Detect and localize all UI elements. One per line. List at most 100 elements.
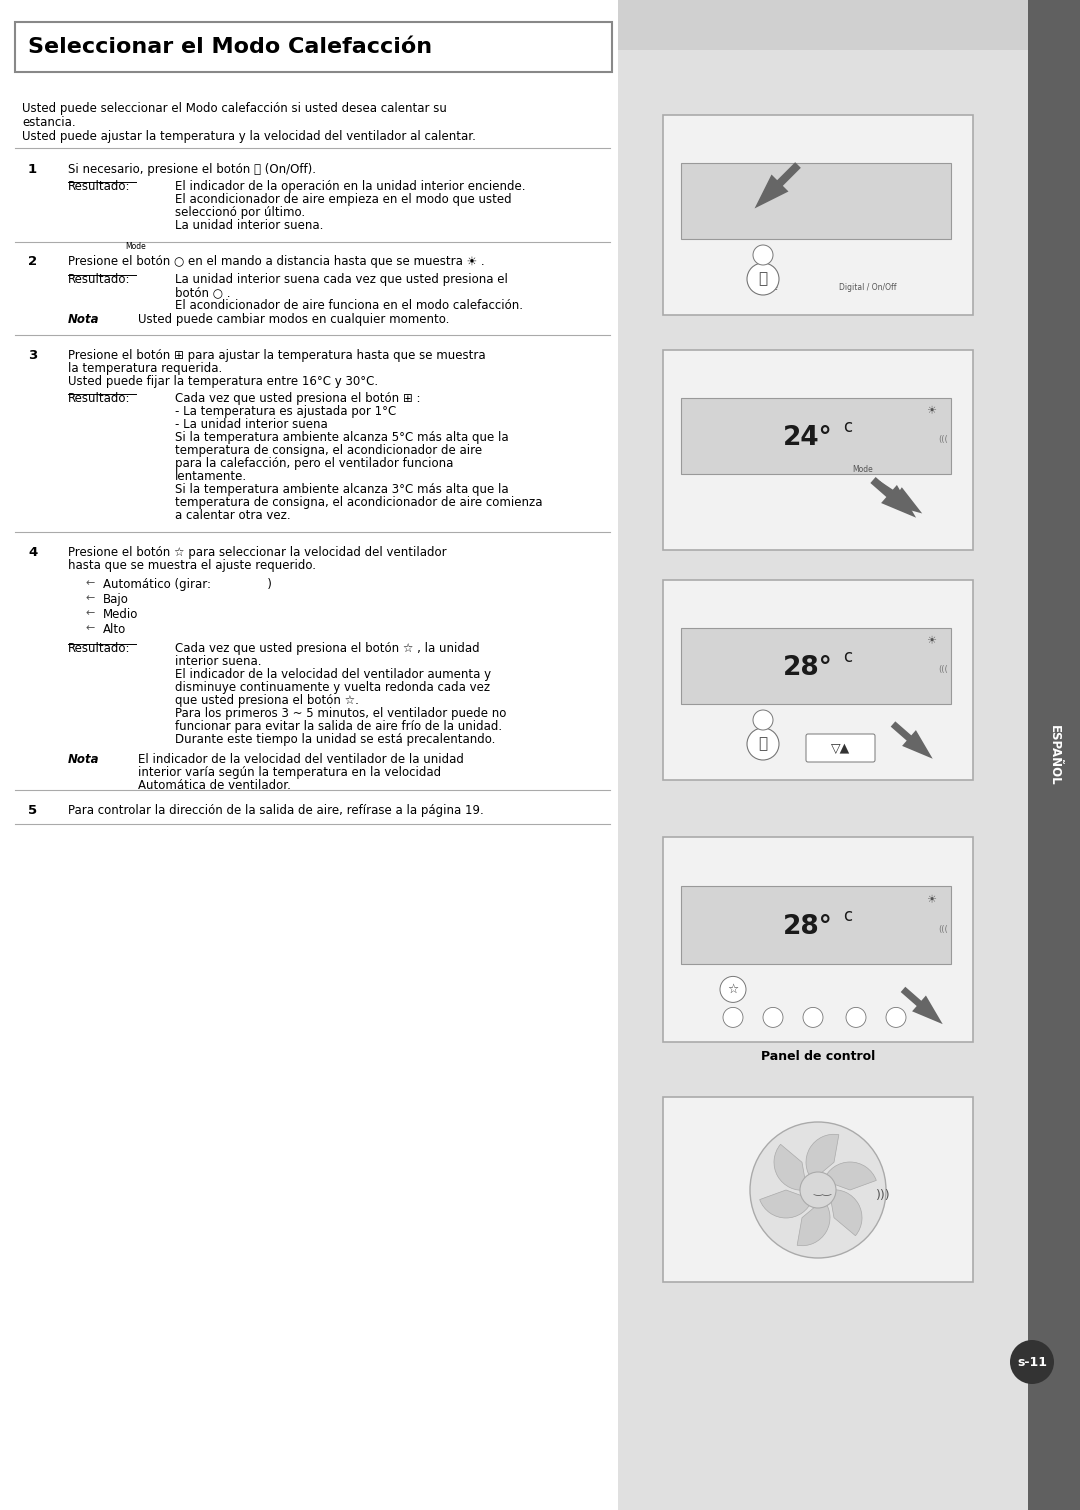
Text: interior suena.: interior suena. bbox=[175, 655, 261, 667]
Text: ←: ← bbox=[85, 609, 94, 618]
Text: Resultado:: Resultado: bbox=[68, 393, 131, 405]
Text: Cada vez que usted presiona el botón ☆ , la unidad: Cada vez que usted presiona el botón ☆ ,… bbox=[175, 642, 480, 655]
Text: El acondicionador de aire funciona en el modo calefacción.: El acondicionador de aire funciona en el… bbox=[175, 299, 523, 313]
Text: Usted puede cambiar modos en cualquier momento.: Usted puede cambiar modos en cualquier m… bbox=[138, 313, 449, 326]
Text: seleccionó por último.: seleccionó por último. bbox=[175, 205, 306, 219]
Circle shape bbox=[846, 1007, 866, 1027]
Text: Bajo: Bajo bbox=[103, 593, 129, 606]
Text: La unidad interior suena.: La unidad interior suena. bbox=[175, 219, 323, 233]
Text: (((: ((( bbox=[939, 666, 948, 675]
Text: Durante este tiempo la unidad se está precalentando.: Durante este tiempo la unidad se está pr… bbox=[175, 732, 496, 746]
Wedge shape bbox=[824, 1163, 876, 1190]
Text: Resultado:: Resultado: bbox=[68, 180, 131, 193]
Text: ☀: ☀ bbox=[926, 406, 936, 417]
Text: temperatura de consigna, el acondicionador de aire comienza: temperatura de consigna, el acondicionad… bbox=[175, 495, 542, 509]
Wedge shape bbox=[759, 1190, 812, 1219]
Bar bbox=[663, 115, 973, 316]
Circle shape bbox=[720, 977, 746, 1003]
Text: Medio: Medio bbox=[103, 609, 138, 621]
Text: ))): ))) bbox=[876, 1188, 891, 1202]
Text: 28°: 28° bbox=[783, 654, 833, 681]
Text: estancia.: estancia. bbox=[22, 116, 76, 128]
Text: ⏻: ⏻ bbox=[758, 737, 768, 752]
Text: Cada vez que usted presiona el botón ⊞ :: Cada vez que usted presiona el botón ⊞ : bbox=[175, 393, 420, 405]
Text: Automático (girar:               ): Automático (girar: ) bbox=[103, 578, 272, 590]
Text: ☀: ☀ bbox=[926, 637, 936, 646]
FancyArrow shape bbox=[870, 477, 916, 518]
Text: ☆: ☆ bbox=[727, 983, 739, 997]
Text: Mode: Mode bbox=[125, 242, 147, 251]
Text: Para controlar la dirección de la salida de aire, refírase a la página 19.: Para controlar la dirección de la salida… bbox=[68, 803, 484, 817]
Text: Mode: Mode bbox=[758, 282, 779, 291]
Text: la temperatura requerida.: la temperatura requerida. bbox=[68, 362, 222, 374]
Text: c: c bbox=[843, 418, 852, 436]
Circle shape bbox=[753, 245, 773, 264]
FancyArrow shape bbox=[876, 482, 922, 513]
Text: - La temperatura es ajustada por 1°C: - La temperatura es ajustada por 1°C bbox=[175, 405, 396, 418]
Text: ←: ← bbox=[85, 593, 94, 602]
Bar bbox=[618, 0, 1028, 50]
Circle shape bbox=[723, 1007, 743, 1027]
Text: Digital / On/Off: Digital / On/Off bbox=[839, 282, 896, 291]
Circle shape bbox=[886, 1007, 906, 1027]
Text: Mode: Mode bbox=[852, 465, 874, 474]
Text: 5: 5 bbox=[28, 803, 37, 817]
Text: Seleccionar el Modo Calefacción: Seleccionar el Modo Calefacción bbox=[28, 38, 432, 57]
Text: c: c bbox=[843, 648, 852, 666]
FancyBboxPatch shape bbox=[15, 23, 612, 72]
Circle shape bbox=[750, 1122, 886, 1258]
Bar bbox=[1028, 0, 1080, 1510]
FancyArrow shape bbox=[755, 162, 801, 208]
Text: Nota: Nota bbox=[68, 753, 99, 766]
Text: Para los primeros 3 ~ 5 minutos, el ventilador puede no: Para los primeros 3 ~ 5 minutos, el vent… bbox=[175, 707, 507, 720]
Circle shape bbox=[753, 710, 773, 729]
Text: ESPAÑOL: ESPAÑOL bbox=[1048, 725, 1061, 785]
Bar bbox=[0, 0, 618, 1510]
Text: (((: ((( bbox=[939, 435, 948, 444]
FancyArrow shape bbox=[891, 722, 933, 758]
Text: ⏻: ⏻ bbox=[758, 272, 768, 287]
Text: Resultado:: Resultado: bbox=[68, 273, 131, 285]
Circle shape bbox=[1010, 1339, 1054, 1385]
Text: hasta que se muestra el ajuste requerido.: hasta que se muestra el ajuste requerido… bbox=[68, 559, 316, 572]
Bar bbox=[663, 1096, 973, 1282]
Text: Panel de control: Panel de control bbox=[761, 1049, 875, 1063]
Bar bbox=[663, 580, 973, 781]
Text: Presione el botón ☆ para seleccionar la velocidad del ventilador: Presione el botón ☆ para seleccionar la … bbox=[68, 547, 447, 559]
Text: 28°: 28° bbox=[783, 914, 833, 939]
FancyBboxPatch shape bbox=[806, 734, 875, 763]
Text: ←: ← bbox=[85, 578, 94, 587]
Circle shape bbox=[800, 1172, 836, 1208]
Bar bbox=[663, 837, 973, 1042]
Text: botón ○ .: botón ○ . bbox=[175, 285, 230, 299]
Text: Presione el botón ⊞ para ajustar la temperatura hasta que se muestra: Presione el botón ⊞ para ajustar la temp… bbox=[68, 349, 486, 362]
Text: para la calefacción, pero el ventilador funciona: para la calefacción, pero el ventilador … bbox=[175, 458, 454, 470]
Text: Usted puede seleccionar el Modo calefacción si usted desea calentar su: Usted puede seleccionar el Modo calefacc… bbox=[22, 103, 447, 115]
Text: lentamente.: lentamente. bbox=[175, 470, 247, 483]
Text: 24°: 24° bbox=[783, 424, 833, 450]
Text: El indicador de la velocidad del ventilador de la unidad: El indicador de la velocidad del ventila… bbox=[138, 753, 464, 766]
Text: c: c bbox=[843, 908, 852, 924]
Text: El acondicionador de aire empieza en el modo que usted: El acondicionador de aire empieza en el … bbox=[175, 193, 512, 205]
Circle shape bbox=[747, 728, 779, 760]
Text: (((: ((( bbox=[939, 924, 948, 933]
Text: Si la temperatura ambiente alcanza 5°C más alta que la: Si la temperatura ambiente alcanza 5°C m… bbox=[175, 430, 509, 444]
Text: Automática de ventilador.: Automática de ventilador. bbox=[138, 779, 291, 793]
Text: El indicador de la velocidad del ventilador aumenta y: El indicador de la velocidad del ventila… bbox=[175, 667, 491, 681]
Text: Usted puede fijar la temperatura entre 16°C y 30°C.: Usted puede fijar la temperatura entre 1… bbox=[68, 374, 378, 388]
Wedge shape bbox=[797, 1200, 831, 1246]
Text: Alto: Alto bbox=[103, 624, 126, 636]
Bar bbox=[681, 886, 951, 963]
Text: disminuye continuamente y vuelta redonda cada vez: disminuye continuamente y vuelta redonda… bbox=[175, 681, 490, 695]
Text: 4: 4 bbox=[28, 547, 37, 559]
Text: - La unidad interior suena: - La unidad interior suena bbox=[175, 418, 327, 430]
Wedge shape bbox=[774, 1145, 807, 1190]
Bar bbox=[681, 163, 951, 239]
Text: Presione el botón ○ en el mando a distancia hasta que se muestra ☀ .: Presione el botón ○ en el mando a distan… bbox=[68, 255, 485, 267]
Text: ‿‿: ‿‿ bbox=[813, 1185, 831, 1194]
Circle shape bbox=[747, 263, 779, 294]
Bar bbox=[681, 399, 951, 474]
Text: Si necesario, presione el botón ⓘ (On/Off).: Si necesario, presione el botón ⓘ (On/Of… bbox=[68, 163, 316, 177]
Text: interior varía según la temperatura en la velocidad: interior varía según la temperatura en l… bbox=[138, 766, 441, 779]
Bar bbox=[618, 0, 1080, 1510]
